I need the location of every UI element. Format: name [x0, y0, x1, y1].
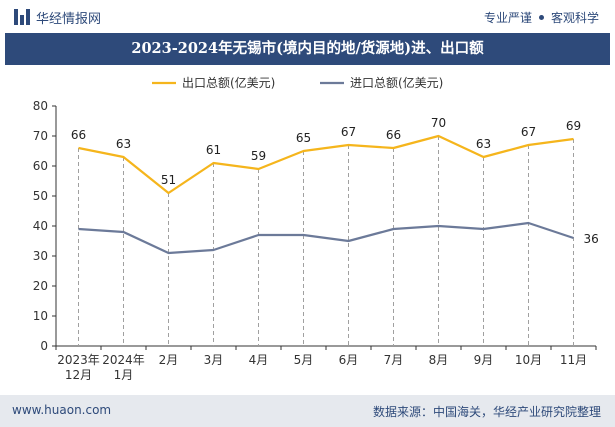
- export-data-label: 51: [161, 173, 176, 187]
- tagline-dot-icon: [538, 15, 544, 20]
- export-data-label: 65: [296, 131, 311, 145]
- export-data-label: 70: [431, 116, 446, 130]
- export-data-label: 67: [521, 125, 536, 139]
- brand-logo-icon: [14, 9, 30, 25]
- import-data-label: 36: [584, 232, 599, 246]
- y-tick-label: 30: [33, 249, 48, 263]
- legend-label-1: 进口总额(亿美元): [350, 75, 443, 90]
- x-tick-label: 7月: [384, 353, 404, 367]
- y-tick-label: 20: [33, 279, 48, 293]
- export-data-label: 59: [251, 149, 266, 163]
- series-line-1: [78, 221, 574, 255]
- y-tick-label: 50: [33, 189, 48, 203]
- brand-name: 华经情报网: [36, 11, 102, 27]
- x-tick-label: 10月: [515, 353, 542, 367]
- export-data-label: 66: [386, 128, 401, 142]
- x-tick-label: 2月: [159, 353, 179, 367]
- x-tick-label: 2024年 1月: [102, 353, 145, 382]
- y-tick-label: 10: [33, 309, 48, 323]
- series-line-0: [78, 134, 574, 195]
- drop-lines: [78, 136, 574, 346]
- data-labels: 66 63 51 61 59 65 67 66 70 63 67 69 36: [71, 116, 599, 246]
- x-tick-label: 6月: [339, 353, 359, 367]
- y-tick-label: 80: [33, 99, 48, 113]
- export-data-label: 61: [206, 143, 221, 157]
- y-tick-label: 40: [33, 219, 48, 233]
- brand: 华经情报网: [14, 8, 102, 27]
- legend-label-0: 出口总额(亿美元): [182, 75, 275, 90]
- export-data-label: 63: [476, 137, 491, 151]
- tagline-left: 专业严谨: [483, 11, 532, 25]
- x-tick-label: 9月: [474, 353, 494, 367]
- footer-source: 数据来源：中国海关，华经产业研究院整理: [372, 405, 601, 419]
- footer: www.huaon.com 数据来源：中国海关，华经产业研究院整理: [0, 395, 615, 427]
- y-tick-label: 60: [33, 159, 48, 173]
- tagline-right: 客观科学: [550, 11, 599, 25]
- export-data-label: 67: [341, 125, 356, 139]
- footer-website: www.huaon.com: [12, 403, 112, 417]
- x-tick-label: 5月: [294, 353, 314, 367]
- chart-legend: 出口总额(亿美元) 进口总额(亿美元): [152, 75, 443, 90]
- export-data-label: 69: [566, 119, 581, 133]
- y-tick-label: 70: [33, 129, 48, 143]
- x-tick-label: 8月: [429, 353, 449, 367]
- export-data-label: 63: [116, 137, 131, 151]
- export-data-label: 66: [71, 128, 86, 142]
- y-tick-label: 0: [40, 339, 48, 353]
- x-tick-label: 3月: [204, 353, 224, 367]
- tagline: 专业严谨 客观科学: [484, 9, 599, 26]
- x-tick-label: 11月: [560, 353, 587, 367]
- top-bar: 华经情报网 专业严谨 客观科学: [0, 0, 615, 34]
- line-chart: 出口总额(亿美元) 进口总额(亿美元) 0 10 20 30 40 50 60 70 80 2023…: [33, 75, 599, 382]
- x-tick-label: 2023年 12月: [57, 353, 100, 382]
- x-tick-label: 4月: [249, 353, 269, 367]
- chart-title: 2023-2024年无锡市(境内目的地/货源地)进、出口额: [5, 33, 610, 65]
- chart-series: [78, 134, 574, 255]
